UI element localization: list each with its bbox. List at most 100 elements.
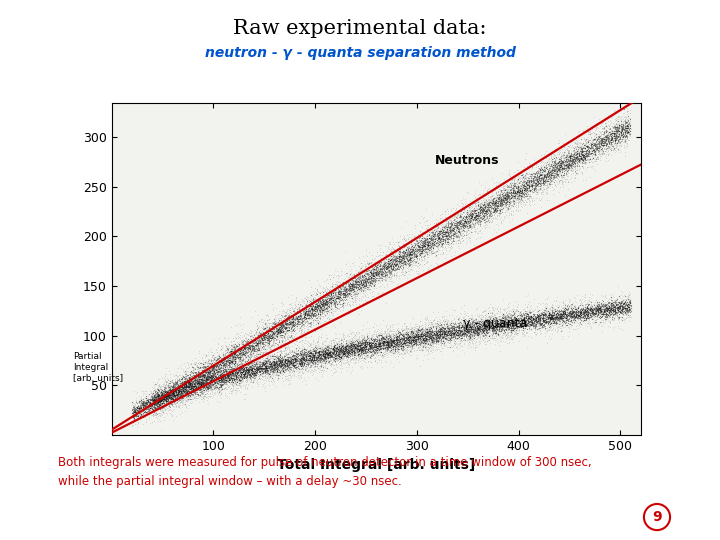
Point <box>165 387 176 395</box>
Point <box>279 353 290 361</box>
Point <box>134 396 145 405</box>
Point <box>442 238 454 247</box>
Point <box>145 403 157 412</box>
Point <box>341 284 352 293</box>
Point <box>324 352 336 361</box>
Point <box>136 409 148 417</box>
Point <box>384 262 396 271</box>
Point <box>173 396 184 404</box>
Point <box>386 348 397 356</box>
Point <box>560 151 572 159</box>
Point <box>199 379 211 387</box>
Point <box>206 382 217 390</box>
Point <box>381 338 392 346</box>
Point <box>503 192 515 200</box>
Point <box>561 160 572 168</box>
Point <box>430 336 441 345</box>
Point <box>173 391 184 400</box>
Point <box>270 354 282 363</box>
Point <box>359 349 371 357</box>
Point <box>451 213 463 222</box>
Point <box>554 312 566 321</box>
Point <box>328 346 340 355</box>
Point <box>449 222 460 231</box>
Point <box>217 369 228 377</box>
Point <box>521 184 533 192</box>
Point <box>497 321 508 329</box>
Point <box>287 313 299 322</box>
Point <box>508 327 519 335</box>
Point <box>258 350 269 359</box>
Point <box>470 334 482 343</box>
Point <box>322 349 333 358</box>
Point <box>485 317 497 326</box>
Point <box>316 349 328 357</box>
Point <box>369 262 380 271</box>
Point <box>609 137 621 146</box>
Point <box>230 371 241 380</box>
Point <box>487 207 498 216</box>
Point <box>591 303 603 312</box>
Point <box>365 279 377 287</box>
Point <box>186 377 197 386</box>
Point <box>474 210 485 218</box>
Point <box>379 274 391 283</box>
Point <box>182 380 194 389</box>
Point <box>186 398 197 407</box>
Point <box>586 148 598 157</box>
Point <box>355 282 366 291</box>
Point <box>219 370 230 379</box>
Point <box>142 395 153 404</box>
Point <box>553 314 564 322</box>
Point <box>566 299 577 308</box>
Point <box>328 353 340 361</box>
Point <box>159 370 171 379</box>
Point <box>603 321 614 330</box>
Point <box>138 399 150 408</box>
Point <box>154 391 166 400</box>
Point <box>394 265 405 273</box>
Point <box>532 316 544 325</box>
Point <box>337 280 348 289</box>
Point <box>298 352 310 361</box>
Point <box>279 330 290 339</box>
Point <box>361 281 372 290</box>
Point <box>472 199 484 208</box>
Point <box>297 356 308 364</box>
Point <box>265 334 276 342</box>
Point <box>417 327 428 335</box>
Point <box>313 307 325 315</box>
Point <box>368 336 379 345</box>
Point <box>409 239 420 248</box>
Point <box>485 198 496 206</box>
Point <box>431 345 443 353</box>
Point <box>455 224 467 232</box>
Point <box>405 245 416 254</box>
Point <box>318 299 330 307</box>
Point <box>305 368 317 376</box>
Point <box>238 371 250 380</box>
Point <box>140 400 152 408</box>
Point <box>620 311 631 320</box>
Point <box>500 200 511 209</box>
Point <box>230 343 241 352</box>
Point <box>518 313 530 322</box>
Point <box>250 338 261 346</box>
Point <box>535 315 546 324</box>
Point <box>505 197 516 205</box>
Point <box>319 353 330 361</box>
Point <box>387 334 398 343</box>
Point <box>258 325 269 333</box>
Point <box>161 388 173 396</box>
Point <box>547 309 559 318</box>
Point <box>477 327 488 335</box>
Point <box>442 239 454 248</box>
Point <box>307 363 319 372</box>
Point <box>508 182 519 191</box>
Point <box>445 330 456 339</box>
Point <box>425 336 436 345</box>
Point <box>574 158 585 167</box>
Point <box>450 330 462 339</box>
Point <box>467 210 478 218</box>
Point <box>588 310 600 319</box>
